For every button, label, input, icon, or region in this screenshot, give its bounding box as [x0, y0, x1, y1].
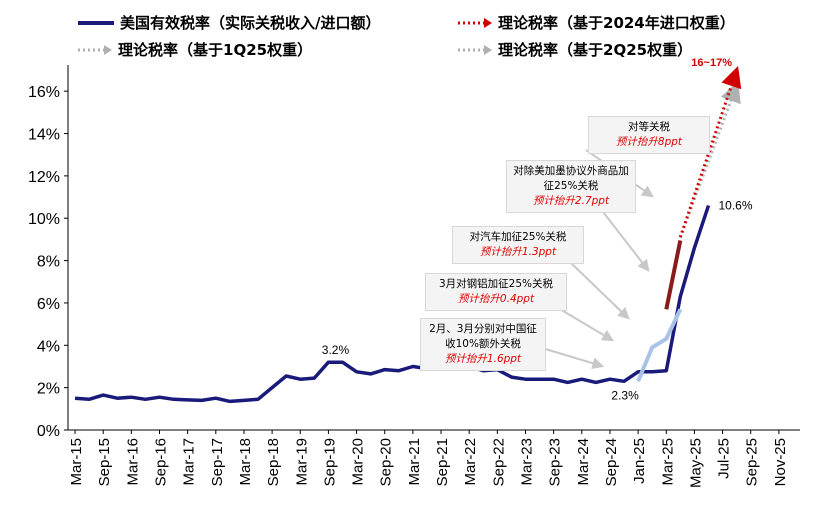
annotation-reciprocal-tariff: 对等关税 预计抬升8ppt [588, 116, 710, 154]
x-tick-label: Mar-15 [68, 438, 85, 486]
x-tick-label: Mar-18 [237, 438, 254, 486]
x-tick-label: Sep-16 [153, 438, 170, 486]
annotation-non-usmca-tariff: 对除美加墨协议外商品加征25%关税 预计抬升2.7ppt [506, 160, 636, 213]
axes: 0% 2% 4% 6% 8% 10% 12% 14% 16% Mar-15 Sep-15 Mar-16… [28, 65, 800, 488]
annotation-auto-tariff: 对汽车加征25%关税 预计抬升1.3ppt [452, 226, 584, 264]
y-tick-label: 12% [28, 169, 60, 186]
annotation-title: 对等关税 [628, 121, 670, 133]
legend-item-theory-2q25: 理论税率（基于2Q25权重） [458, 39, 692, 60]
series-line-theory-2024 [664, 240, 683, 310]
data-label: 16~17% [691, 57, 732, 69]
x-tick-label: Sep-23 [547, 438, 564, 486]
legend-label: 理论税率（基于1Q25权重） [118, 41, 313, 59]
series-group [74, 66, 742, 404]
x-tick-label: Sep-25 [744, 438, 761, 486]
x-tick-label: Sep-19 [321, 438, 338, 486]
x-tick-label: Sep-21 [434, 438, 451, 486]
legend-label: 美国有效税率（实际关税收入/进口额） [120, 14, 381, 32]
annotation-estimate: 预计抬升8ppt [615, 136, 683, 148]
x-tick-label: Nov-25 [772, 438, 789, 486]
x-tick-label: Mar-22 [462, 438, 479, 486]
legend-label: 理论税率（基于2024年进口权重） [498, 14, 735, 32]
series-projection-2q25 [678, 80, 741, 238]
data-labels: 3.2% 2.3% 10.6% 16~17% [322, 57, 753, 402]
annotation-estimate: 预计抬升1.3ppt [479, 246, 557, 258]
legend-label: 理论税率（基于2Q25权重） [498, 41, 693, 59]
y-tick-label: 8% [37, 254, 60, 271]
legend-item-theory-1q25: 理论税率（基于1Q25权重） [78, 39, 312, 60]
x-tick-label: Sep-15 [96, 438, 113, 486]
x-tick-label: Mar-21 [406, 438, 423, 486]
annotation-title: 对汽车加征25%关税 [469, 231, 567, 243]
y-tick-label: 6% [37, 296, 60, 313]
x-tick-label: Mar-20 [350, 438, 367, 486]
legend-line-icon [78, 20, 114, 25]
x-tick-label: Mar-23 [519, 438, 536, 486]
annotation-china-tariff: 2月、3月分别对中国征收10%额外关税 预计抬升1.6ppt [420, 318, 546, 371]
legend-item-effective: 美国有效税率（实际关税收入/进口额） [78, 12, 380, 33]
x-tick-label: Jan-25 [631, 438, 648, 484]
series-line-theory-1q25 [636, 308, 683, 383]
x-tick-label: Sep-17 [209, 438, 226, 486]
annotation-title: 2月、3月分别对中国征收10%额外关税 [429, 323, 537, 350]
data-label: 10.6% [719, 199, 753, 213]
legend-item-theory-2024: 理论税率（基于2024年进口权重） [458, 12, 735, 33]
data-label: 2.3% [611, 388, 639, 402]
x-tick-label: Mar-24 [575, 438, 592, 486]
annotation-estimate: 预计抬升2.7ppt [532, 195, 610, 207]
y-tick-label: 0% [37, 423, 60, 440]
annotation-title: 3月对钢铝加征25%关税 [438, 278, 554, 290]
annotation-estimate: 预计抬升0.4ppt [457, 293, 535, 305]
legend-arrow-icon [458, 41, 492, 59]
x-tick-label: Sep-18 [265, 438, 282, 486]
y-tick-label: 14% [28, 127, 60, 144]
x-tick-label: Sep-24 [603, 438, 620, 486]
x-tick-label: Mar-16 [124, 438, 141, 486]
x-tick-label: Mar-25 [659, 438, 676, 486]
y-tick-label: 4% [37, 338, 60, 355]
y-tick-label: 16% [28, 84, 60, 101]
x-tick-label: Mar-17 [181, 438, 198, 486]
x-tick-label: Sep-20 [378, 438, 395, 486]
y-tick-label: 10% [28, 211, 60, 228]
annotation-title: 对除美加墨协议外商品加征25%关税 [513, 165, 629, 192]
legend-arrow-icon [78, 41, 112, 59]
annotation-estimate: 预计抬升1.6ppt [444, 353, 522, 365]
x-tick-label: Mar-19 [293, 438, 310, 486]
callout-arrow [569, 261, 630, 320]
callout-arrow [599, 207, 650, 272]
x-tick-label: Jul-25 [716, 438, 733, 479]
data-label: 3.2% [322, 343, 350, 357]
y-tick-label: 2% [37, 381, 60, 398]
x-tick-label: May-25 [687, 438, 704, 488]
series-line-effective-rate [74, 204, 711, 404]
x-tick-label: Sep-22 [490, 438, 507, 486]
legend-arrow-icon [458, 14, 492, 32]
annotation-steel-aluminum-tariff: 3月对钢铝加征25%关税 预计抬升0.4ppt [425, 273, 567, 311]
